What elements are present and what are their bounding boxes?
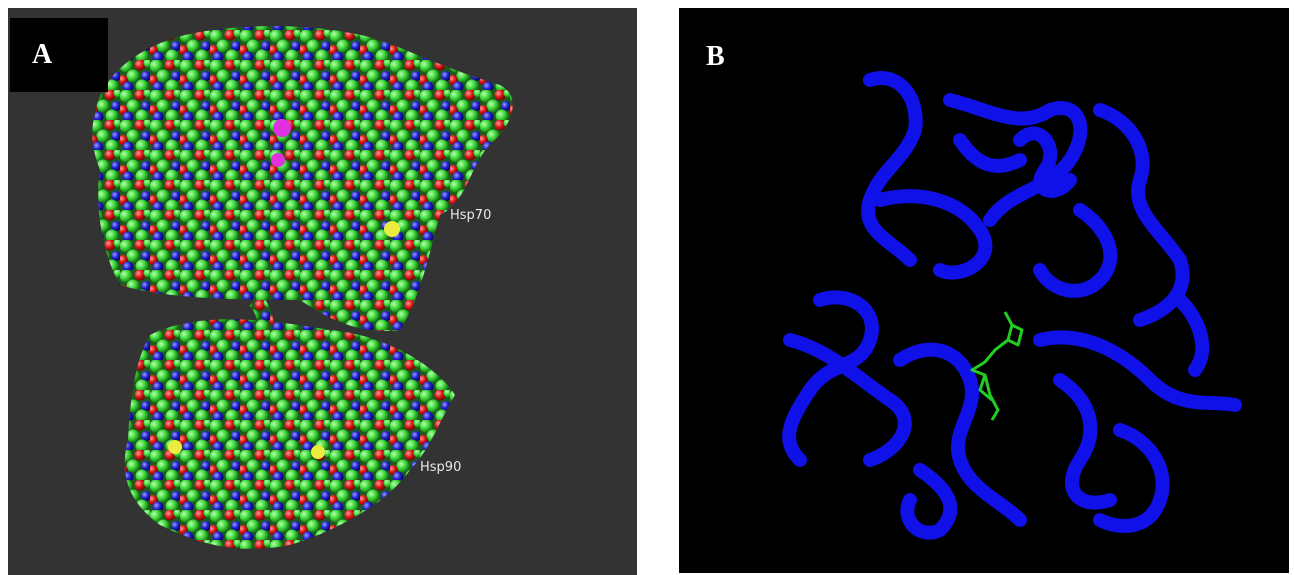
annotation: Hsp90: [420, 460, 461, 475]
page: {"panels": [ {"label": "A", "annotations…: [0, 0, 1294, 575]
panel-label: B: [706, 41, 725, 72]
highlight-atom: [271, 153, 285, 167]
highlight-atom: [168, 440, 182, 454]
highlight-atom: [311, 445, 325, 459]
highlight-atom: [273, 119, 291, 137]
panel-label: A: [32, 39, 53, 70]
highlight-atom: [384, 221, 400, 237]
figure: A Hsp70 Hsp90 B: [0, 0, 1294, 575]
annotation: Hsp70: [450, 208, 491, 223]
panel-a-label-box: [10, 18, 108, 92]
